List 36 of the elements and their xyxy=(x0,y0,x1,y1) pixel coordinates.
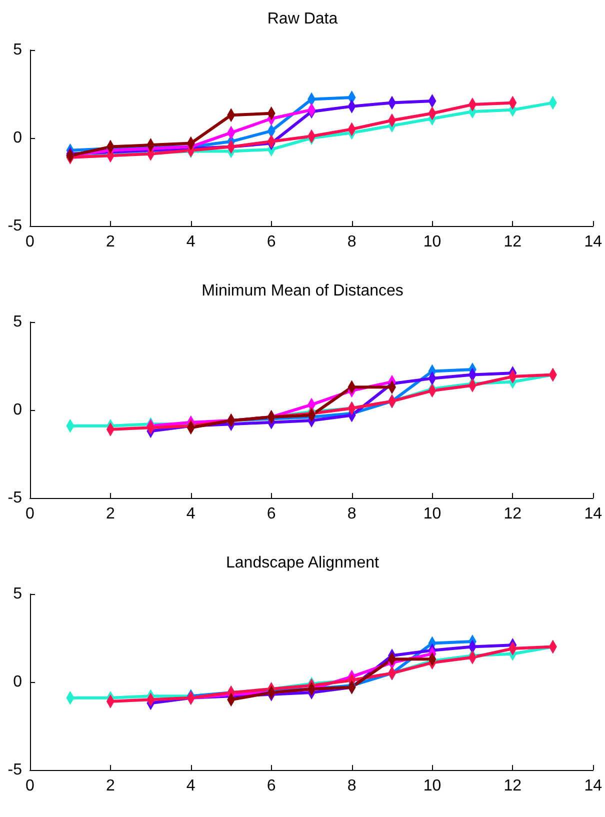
x-tick-label: 8 xyxy=(347,778,356,794)
x-tick-label: 8 xyxy=(347,506,356,522)
y-tick-label: 5 xyxy=(13,42,22,58)
x-tick-label: 4 xyxy=(186,778,196,794)
y-tick-label: -5 xyxy=(8,218,22,234)
x-tick-label: 10 xyxy=(423,506,442,522)
x-tick-label: 2 xyxy=(106,778,115,794)
x-tick-label: 12 xyxy=(504,234,522,250)
y-tick-label: 5 xyxy=(13,314,22,330)
x-tick-label: 12 xyxy=(504,778,522,794)
chart-title: Landscape Alignment xyxy=(226,554,380,572)
y-tick-label: 0 xyxy=(13,402,22,418)
x-tick-label: 4 xyxy=(186,506,196,522)
x-tick-label: 2 xyxy=(106,506,115,522)
x-tick-label: 2 xyxy=(106,234,115,250)
x-tick-label: 0 xyxy=(26,778,35,794)
x-tick-label: 8 xyxy=(347,234,356,250)
x-tick-label: 6 xyxy=(266,506,276,522)
x-tick-label: 0 xyxy=(26,506,35,522)
x-tick-label: 14 xyxy=(584,778,602,794)
x-tick-label: 4 xyxy=(186,234,196,250)
x-tick-label: 14 xyxy=(584,506,602,522)
x-tick-label: 10 xyxy=(423,778,442,794)
y-tick-label: -5 xyxy=(8,762,22,778)
y-tick-label: 0 xyxy=(13,130,22,146)
y-tick-label: 0 xyxy=(13,674,22,690)
x-tick-label: 12 xyxy=(504,506,522,522)
x-tick-label: 10 xyxy=(423,234,442,250)
x-tick-label: 6 xyxy=(266,234,276,250)
y-tick-label: 5 xyxy=(13,586,22,602)
chart-title: Minimum Mean of Distances xyxy=(202,282,404,300)
x-tick-label: 14 xyxy=(584,234,602,250)
x-tick-label: 6 xyxy=(266,778,276,794)
chart-title: Raw Data xyxy=(267,10,338,28)
y-tick-label: -5 xyxy=(8,490,22,506)
x-tick-label: 0 xyxy=(26,234,35,250)
